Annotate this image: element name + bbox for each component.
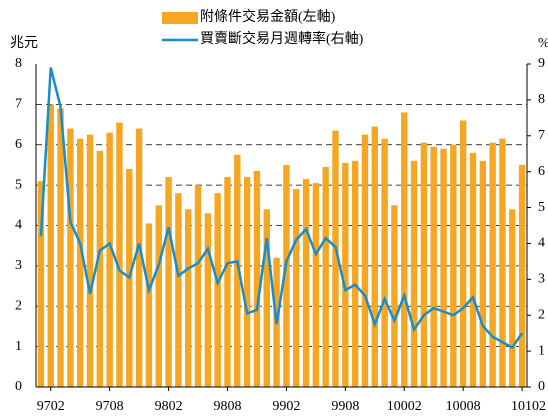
- bar: [499, 138, 506, 387]
- legend-label: 附條件交易金額(左軸): [200, 8, 336, 25]
- x-tick-label: 10008: [446, 399, 481, 414]
- bar: [243, 177, 251, 387]
- bar: [185, 209, 192, 387]
- y-axis-label: 兆元: [10, 35, 38, 51]
- y-tick-label: 8: [15, 56, 22, 71]
- bar: [361, 134, 369, 387]
- y2-tick-label: 7: [538, 128, 545, 143]
- bar: [135, 128, 143, 387]
- y-tick-label: 2: [15, 298, 22, 313]
- y2-tick-label: 4: [538, 236, 545, 251]
- y2-tick-label: 3: [538, 272, 545, 287]
- bar: [410, 160, 418, 387]
- bar: [459, 120, 467, 388]
- y2-tick-label: 6: [538, 164, 545, 179]
- bar: [155, 205, 162, 387]
- bar: [322, 166, 329, 387]
- bar: [86, 134, 94, 387]
- bar: [57, 108, 64, 387]
- bar: [194, 185, 202, 387]
- bar: [76, 138, 84, 387]
- line: [39, 67, 524, 350]
- x-tick-label: 9808: [213, 399, 241, 414]
- bar: [165, 177, 172, 387]
- x-tick-label: 9902: [272, 399, 300, 414]
- y-tick-label: 0: [15, 379, 22, 394]
- bar: [391, 205, 398, 387]
- bar: [420, 142, 428, 387]
- x-tick-label: 9708: [96, 399, 124, 414]
- bar: [469, 152, 477, 387]
- y-tick-label: 7: [15, 97, 22, 112]
- bar: [342, 162, 349, 387]
- y-tick-label: 1: [15, 339, 22, 354]
- bar: [263, 209, 270, 387]
- x-tick-label: 9908: [331, 399, 359, 414]
- y2-tick-label: 9: [538, 56, 545, 71]
- bar: [518, 164, 526, 387]
- bar: [293, 189, 300, 387]
- bar: [401, 112, 408, 387]
- bar: [67, 128, 74, 387]
- bar: [106, 132, 113, 387]
- bar: [214, 193, 221, 387]
- bar: [302, 179, 310, 387]
- bar: [440, 148, 447, 387]
- bar: [175, 193, 182, 387]
- bar: [381, 138, 388, 387]
- bar: [489, 142, 496, 387]
- y-tick-label: 6: [15, 137, 22, 152]
- bar: [224, 177, 231, 387]
- y2-tick-label: 1: [538, 343, 545, 358]
- y-tick-label: 5: [15, 177, 22, 192]
- bar: [116, 122, 123, 387]
- bar: [234, 154, 241, 387]
- bar: [332, 130, 339, 387]
- x-tick-label: 10102: [511, 399, 546, 414]
- y-tick-label: 3: [15, 258, 22, 273]
- bar: [96, 150, 104, 387]
- bar: [204, 213, 212, 387]
- y2-axis-label: %: [538, 36, 548, 51]
- x-tick-label: 10002: [387, 399, 422, 414]
- bar: [47, 104, 54, 387]
- y2-tick-label: 8: [538, 92, 545, 107]
- bar: [283, 164, 290, 387]
- legend-swatch: [162, 12, 198, 24]
- bar: [145, 223, 153, 387]
- bar: [371, 126, 378, 388]
- bar: [253, 170, 261, 387]
- bar: [450, 144, 457, 387]
- bar: [37, 181, 45, 387]
- y2-tick-label: 5: [538, 200, 545, 215]
- bar: [479, 160, 487, 387]
- y2-tick-label: 0: [538, 379, 545, 394]
- bar: [509, 209, 516, 387]
- y2-tick-label: 2: [538, 307, 545, 322]
- x-tick-label: 9702: [37, 399, 65, 414]
- bar: [351, 160, 359, 387]
- legend-label: 買賣斷交易月週轉率(右軸): [200, 30, 364, 47]
- x-tick-label: 9802: [155, 399, 183, 414]
- y-tick-label: 4: [15, 218, 22, 233]
- bar: [312, 183, 320, 387]
- bar: [430, 146, 437, 387]
